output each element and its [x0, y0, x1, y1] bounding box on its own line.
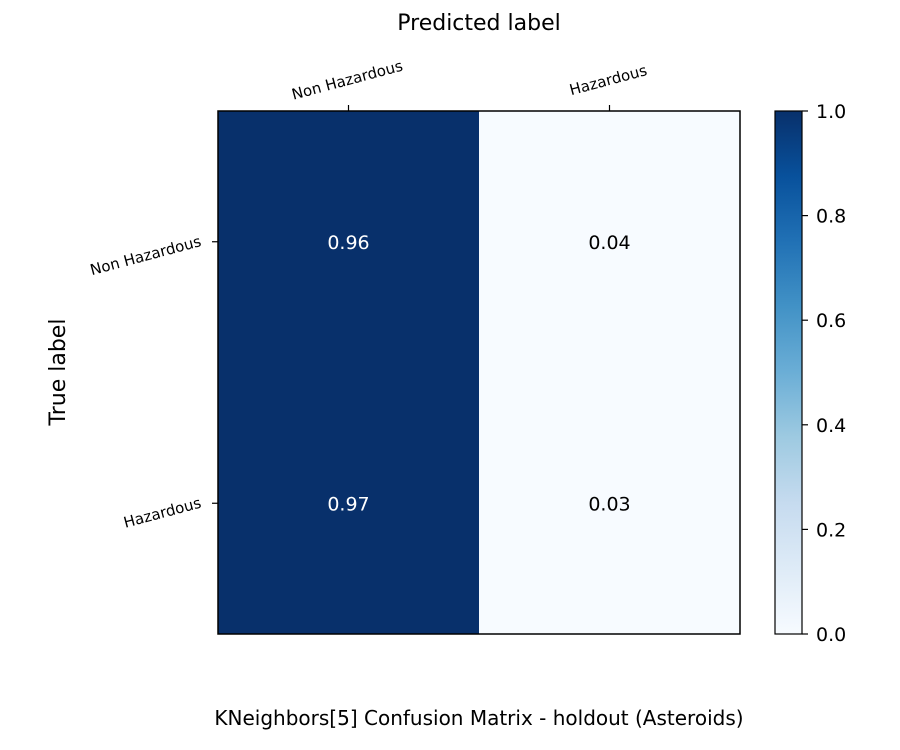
- y-axis-ticks: Non Hazardous Hazardous: [88, 232, 218, 532]
- x-axis-title: Predicted label: [397, 11, 560, 36]
- colorbar-tick-label: 1.0: [816, 101, 846, 123]
- chart-caption: KNeighbors[5] Confusion Matrix - holdout…: [214, 706, 743, 730]
- heatmap-cells: [218, 111, 740, 634]
- colorbar-tick-label: 0.8: [816, 206, 846, 228]
- heatmap-cell-r0-c0: [218, 111, 479, 373]
- cell-value-label-r1-c1: 0.03: [588, 493, 630, 515]
- heatmap-cell-r1-c0: [218, 372, 479, 634]
- heatmap-frame: [217, 110, 741, 635]
- colorbar-ticks: 0.0 0.2 0.4 0.6 0.8 1.0: [802, 101, 846, 646]
- heatmap-cell-r0-c1: [479, 111, 740, 373]
- cell-value-label-r0-c0: 0.96: [327, 232, 369, 254]
- x-axis-ticks: Non Hazardous Hazardous: [290, 57, 649, 111]
- colorbar: [774, 110, 803, 635]
- x-tick-label: Non Hazardous: [290, 57, 405, 104]
- y-tick-label: Hazardous: [122, 494, 204, 532]
- colorbar-tick-label: 0.6: [816, 310, 846, 332]
- cell-value-label-r1-c0: 0.97: [327, 493, 369, 515]
- colorbar-tick-label: 0.2: [816, 519, 846, 541]
- x-tick-label: Hazardous: [567, 61, 649, 99]
- heatmap-cell-r1-c1: [479, 372, 740, 634]
- colorbar-tick-label: 0.0: [816, 624, 846, 646]
- y-tick-label: Non Hazardous: [88, 232, 203, 279]
- cell-value-label-r0-c1: 0.04: [588, 232, 630, 254]
- y-axis-title: True label: [46, 319, 71, 427]
- heatmap-cell-labels: 0.96 0.04 0.97 0.03: [327, 232, 630, 516]
- colorbar-tick-label: 0.4: [816, 415, 846, 437]
